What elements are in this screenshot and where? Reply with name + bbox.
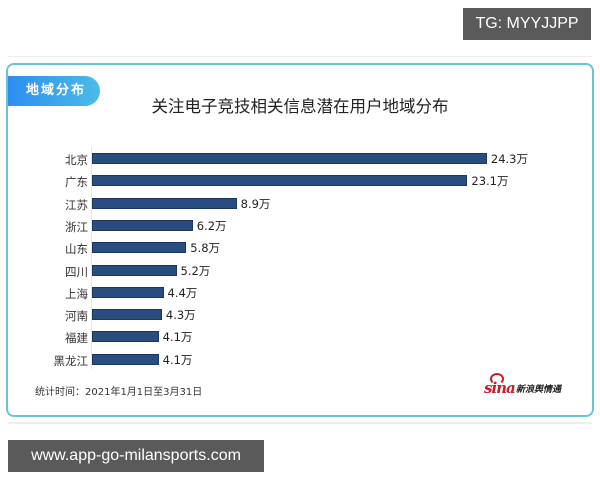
- bar-row: 江苏 8.9万: [8, 196, 592, 212]
- bar: [92, 242, 187, 254]
- bar-row: 浙江 6.2万: [8, 218, 592, 234]
- bar-row: 山东 5.8万: [8, 241, 592, 257]
- category-label: 上海: [65, 286, 88, 301]
- chart-title: 关注电子竞技相关信息潜在用户地域分布: [151, 97, 449, 116]
- bar: [92, 309, 162, 321]
- value-label: 23.1万: [471, 174, 509, 189]
- bar-row: 福建 4.1万: [8, 330, 592, 346]
- bar-row: 四川 5.2万: [8, 263, 592, 279]
- sina-logo: sina 新浪舆情通: [484, 373, 576, 399]
- category-label: 福建: [65, 331, 88, 346]
- category-label: 广东: [65, 175, 88, 190]
- bar: [92, 286, 164, 298]
- category-label: 四川: [65, 264, 88, 279]
- category-label: 河南: [65, 309, 88, 324]
- category-label: 山东: [65, 242, 88, 257]
- value-label: 5.8万: [190, 241, 221, 256]
- value-label: 4.4万: [167, 285, 198, 300]
- value-label: 4.1万: [162, 352, 193, 367]
- bottom-divider: [8, 422, 592, 424]
- bar-row: 北京 24.3万: [8, 152, 592, 167]
- value-label: 24.3万: [490, 152, 528, 166]
- url-watermark: www.app-go-milansports.com: [8, 440, 264, 472]
- chart-card: 地域分布 关注电子竞技相关信息潜在用户地域分布 北京 24.3万广东 23.1万江苏…: [6, 63, 594, 417]
- stat-period-note: 统计时间：2021年1月1日至3月31日: [35, 387, 203, 398]
- bar-row: 上海 4.4万: [8, 285, 592, 301]
- category-label: 北京: [65, 153, 88, 167]
- bar: [92, 197, 237, 209]
- value-label: 6.2万: [196, 218, 227, 233]
- value-label: 4.1万: [162, 330, 193, 345]
- category-label: 江苏: [65, 197, 88, 212]
- bar-row: 黑龙江 4.1万: [8, 352, 592, 368]
- bar: [92, 175, 468, 187]
- bar-row: 河南 4.3万: [8, 308, 592, 324]
- bar: [92, 153, 487, 164]
- category-label: 黑龙江: [53, 353, 89, 368]
- top-divider: [8, 56, 592, 57]
- value-label: 5.2万: [180, 263, 211, 278]
- sina-eye-icon: [490, 373, 504, 385]
- bar: [92, 219, 193, 231]
- section-tag: 地域分布: [8, 76, 100, 106]
- y-axis-line: [91, 147, 92, 369]
- bar: [92, 331, 159, 343]
- category-label: 浙江: [65, 219, 88, 234]
- bar-row: 广东 23.1万: [8, 174, 592, 190]
- value-label: 4.3万: [165, 308, 196, 323]
- sina-wordmark: sina: [484, 379, 516, 397]
- bar-chart: 北京 24.3万广东 23.1万江苏 8.9万浙江 6.2万山东 5.8万四川 5.2万上海…: [8, 65, 592, 415]
- value-label: 8.9万: [240, 196, 271, 211]
- bar: [92, 353, 159, 365]
- sina-subtitle: 新浪舆情通: [516, 385, 562, 395]
- tg-watermark: TG: MYYJJPP: [463, 8, 591, 40]
- bar: [92, 264, 177, 276]
